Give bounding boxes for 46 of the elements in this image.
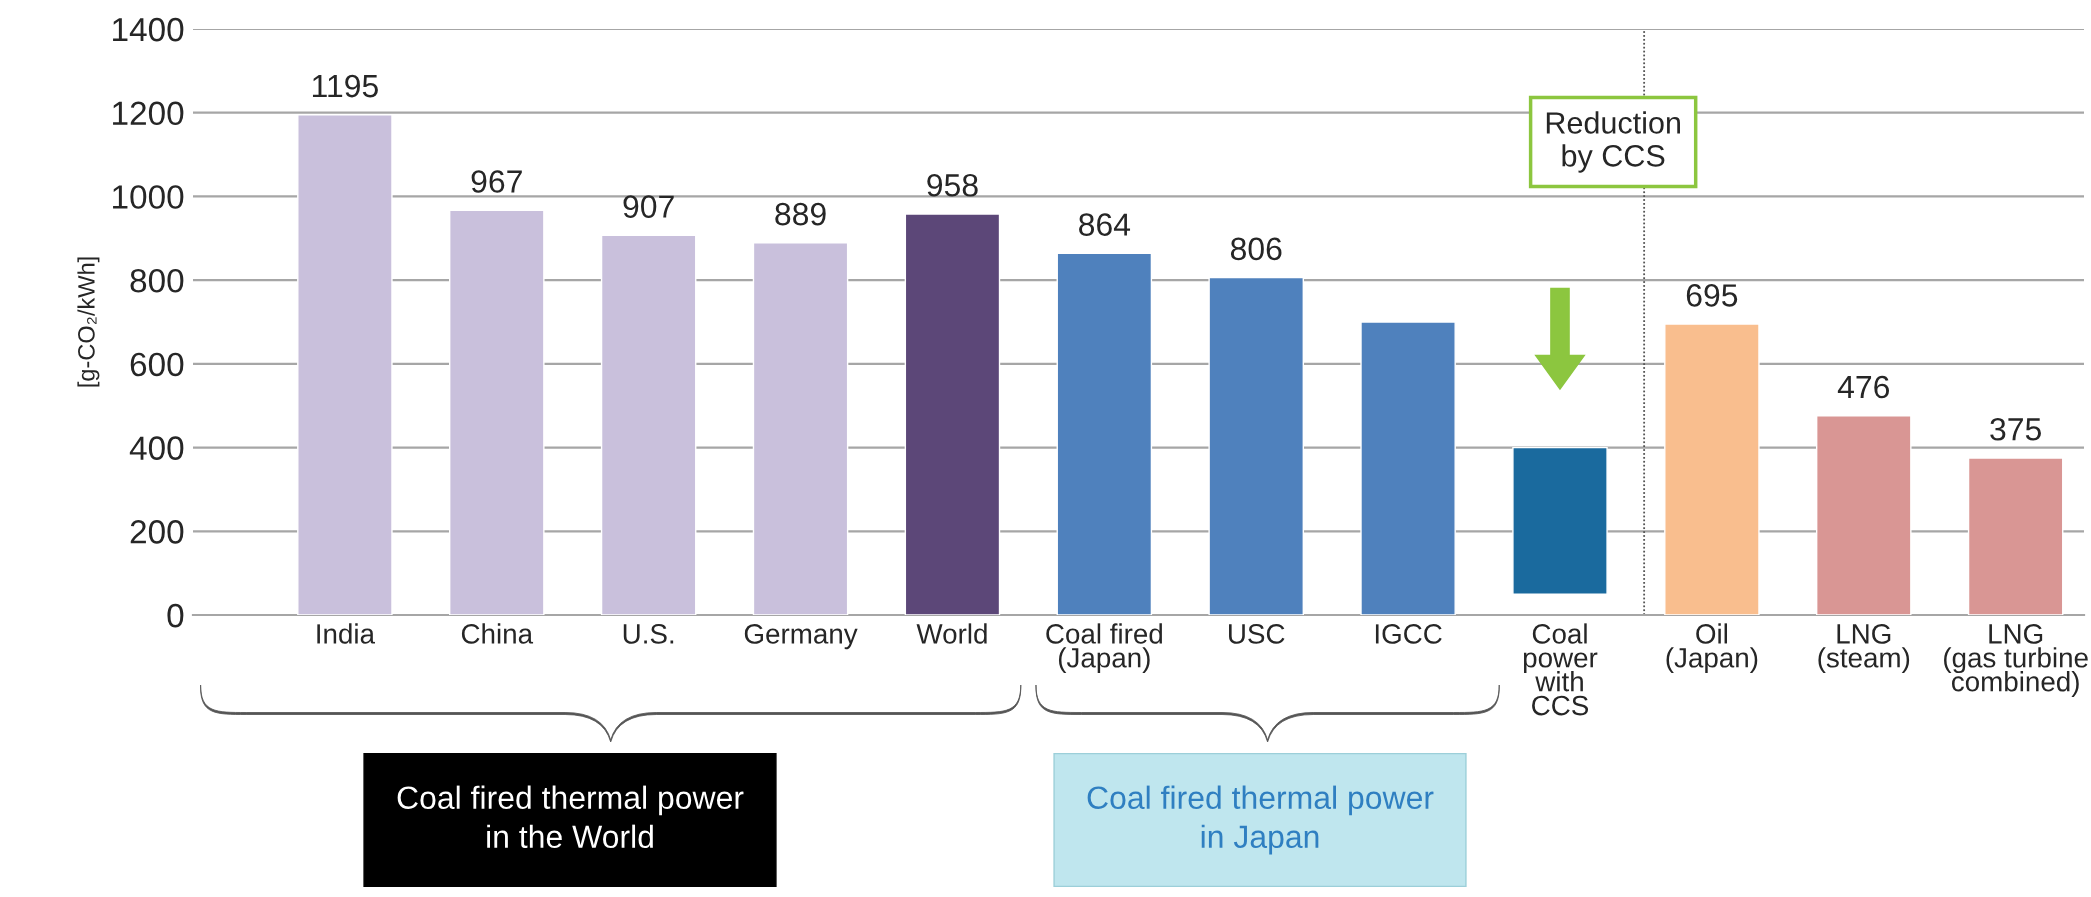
y-tick-label: 200	[130, 520, 184, 544]
bar	[1664, 323, 1760, 615]
text: Coal fired thermal power in Japan	[1087, 785, 1434, 855]
bar	[1208, 276, 1304, 615]
y-tick-label: 800	[130, 268, 184, 293]
y-tick-label: 600	[130, 352, 184, 377]
data-label: 889	[775, 202, 826, 226]
x-tick-label: U.S.	[623, 624, 674, 644]
x-tick-label: LNG (steam)	[1818, 624, 1910, 674]
bar	[297, 114, 393, 615]
bar	[1815, 415, 1912, 615]
x-tick-label: Coal power with CCS	[1523, 623, 1598, 716]
bar	[1512, 446, 1608, 595]
data-label: 864	[1079, 213, 1131, 236]
x-tick-label: LNG (gas turbine combined)	[1944, 624, 2088, 697]
bar	[1056, 252, 1153, 615]
text: Coal fired thermal power in the World	[397, 785, 744, 849]
x-tick-label: India	[317, 623, 376, 644]
x-tick-label: China	[461, 623, 534, 644]
x-tick-label: Oil (Japan)	[1666, 623, 1758, 674]
bar	[600, 234, 697, 615]
y-tick-label: 1200	[113, 101, 184, 126]
y-tick-label: 1000	[113, 185, 184, 209]
x-tick-label: IGCC	[1375, 624, 1442, 644]
y-tick-label: 400	[129, 436, 184, 460]
y-tick-label: 0	[167, 603, 184, 628]
bar	[904, 213, 1001, 615]
x-tick-label: Coal fired (Japan)	[1046, 623, 1162, 674]
data-label: 695	[1686, 284, 1738, 307]
data-label: 375	[1990, 417, 2041, 441]
bar	[1967, 457, 2064, 615]
data-label: 907	[623, 195, 674, 218]
y-axis-title: [g-CO₂/kWh]	[77, 257, 100, 387]
data-label: 967	[471, 170, 522, 193]
x-tick-label: World	[916, 623, 987, 644]
bar	[1360, 321, 1456, 615]
annotation: Reduction by CCS	[1546, 111, 1680, 173]
y-tick-label: 1400	[113, 17, 184, 42]
data-label: 1195	[312, 74, 378, 98]
data-label: 476	[1837, 375, 1890, 399]
bar	[448, 209, 545, 615]
x-tick-label: USC	[1229, 624, 1285, 644]
x-tick-label: Germany	[744, 624, 858, 650]
data-label: 958	[927, 173, 978, 197]
data-label: 806	[1230, 237, 1282, 261]
bar	[752, 242, 849, 615]
